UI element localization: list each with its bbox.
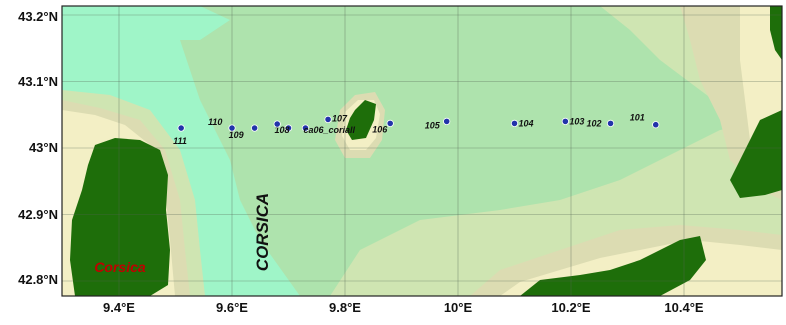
station-point [177,124,185,132]
small-island-land [346,100,376,140]
station-label: 107 [332,113,348,123]
station-point [251,124,259,132]
station-point [561,117,569,126]
lat-tick-label: 42.9°N [18,207,58,222]
corsica-land [70,138,170,296]
lon-tick-label: 9.4°E [103,300,135,315]
lon-tick-label: 9.6°E [216,300,248,315]
station-marker: 102 [587,118,615,128]
station-marker: 101 [630,113,660,129]
station-label: 110 [208,117,222,127]
mainland-e [730,110,782,198]
lat-tick-label: 42.8°N [18,272,58,287]
station-marker: 104 [510,118,534,128]
lon-tick-label: 10.2°E [551,300,591,315]
station-point [606,119,615,127]
lat-tick-label: 43°N [28,140,58,155]
station-label: 104 [519,118,534,128]
station-point [324,115,332,124]
station-label: 108 [275,125,290,135]
lat-tick-label: 43.2°N [18,9,58,24]
station-marker: 109 [229,124,259,140]
station-marker: 111 [173,124,187,146]
station-label: 103 [569,116,584,126]
station-point [386,119,394,127]
station-point [284,124,293,132]
region-label: CORSICA [253,193,272,271]
station-marker: 106 [372,119,394,134]
station-label: 111 [173,136,187,146]
station-point [510,119,519,127]
station-label: ca06_coriall [303,125,355,135]
station-marker: ca06_coriall [301,124,355,135]
station-marker [273,120,281,128]
station-label: 109 [229,130,244,140]
station-point [273,120,281,128]
deep-water-zone-north [62,6,230,40]
station-marker: 105 [425,117,451,130]
lat-tick-label: 43.1°N [18,74,58,89]
station-point [652,121,660,129]
station-label: 102 [587,118,602,128]
lon-tick-label: 10.4°E [664,300,704,315]
lon-tick-label: 10°E [443,300,473,315]
station-marker: 110 [208,117,236,132]
map-frame [61,5,783,297]
station-marker: 108 [275,124,293,135]
station-label: 106 [372,124,388,134]
station-point [443,117,451,126]
station-point [228,124,236,132]
graticule [62,6,782,296]
station-marker: 103 [561,116,584,126]
station-label: 101 [630,113,645,123]
station-marker: 107 [324,113,348,124]
mainland-ne [770,6,782,60]
lon-tick-label: 9.8°E [329,300,361,315]
station-point [301,124,310,132]
island-label: Corsica [94,259,146,275]
station-label: 105 [425,120,441,130]
